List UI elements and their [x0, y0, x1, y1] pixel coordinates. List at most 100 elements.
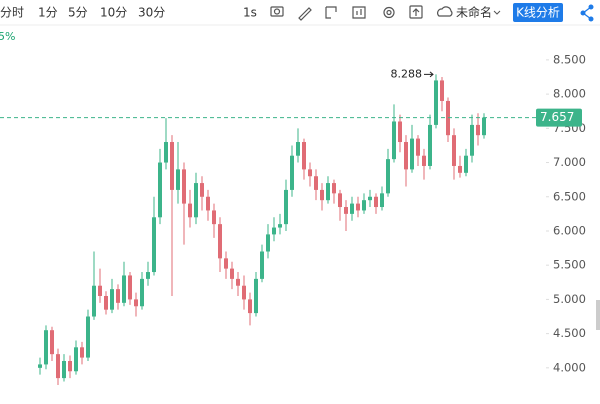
- candle-body: [470, 124, 474, 156]
- candle-body: [404, 142, 408, 170]
- candle-body: [284, 189, 288, 225]
- period-tab[interactable]: 5分: [68, 6, 88, 20]
- candle-body: [482, 117, 486, 136]
- candle-body: [74, 347, 78, 372]
- y-tick-label: 5.000: [553, 292, 586, 306]
- candle-body: [104, 295, 108, 310]
- y-tick-label: 6.000: [553, 223, 586, 237]
- y-tick-label: 7.000: [553, 155, 586, 169]
- layout-name[interactable]: 未命名: [456, 5, 492, 20]
- candle-body: [254, 278, 258, 314]
- candle-body: [464, 155, 468, 173]
- candle-body: [380, 193, 384, 208]
- candle-body: [98, 285, 102, 296]
- candle-body: [320, 189, 324, 201]
- last-price-box: [536, 108, 582, 127]
- y-tick-label: 5.500: [553, 258, 586, 272]
- candle-body: [92, 285, 96, 317]
- max-label: 8.288: [391, 67, 423, 80]
- candle-body: [314, 176, 318, 190]
- candle-body: [290, 155, 294, 190]
- candle-body: [374, 196, 378, 208]
- candle-body: [212, 210, 216, 225]
- candle-body: [134, 299, 138, 307]
- candle-body: [476, 124, 480, 136]
- candle-body: [368, 196, 372, 201]
- candle-body: [122, 275, 126, 303]
- y-tick-label: 4.500: [553, 326, 586, 340]
- candle-body: [242, 285, 246, 300]
- candle-body: [296, 142, 300, 156]
- analysis-button[interactable]: K线分析: [516, 6, 560, 20]
- y-tick-label: 6.500: [553, 189, 586, 203]
- candle-body: [170, 142, 174, 190]
- candle-body: [44, 330, 48, 365]
- candle-body: [416, 138, 420, 156]
- candle-body: [452, 135, 456, 166]
- candle-body: [398, 121, 402, 143]
- candle-body: [338, 193, 342, 208]
- candle-body: [218, 224, 222, 259]
- candle-body: [194, 183, 198, 218]
- candle-body: [362, 200, 366, 211]
- last-price-label: 7.657: [540, 110, 574, 124]
- candle-body: [230, 268, 234, 279]
- candle-body: [434, 80, 438, 125]
- period-tab[interactable]: 30分: [138, 6, 165, 20]
- candle-body: [176, 169, 180, 190]
- candle-body: [458, 165, 462, 173]
- candle-body: [182, 169, 186, 204]
- interval-button[interactable]: 1s: [243, 6, 257, 20]
- candle-body: [344, 207, 348, 214]
- max-arrow: [424, 71, 434, 78]
- candle-body: [236, 278, 240, 286]
- dropdown-icon[interactable]: [493, 10, 501, 15]
- candle-body: [146, 272, 150, 279]
- candle-body: [116, 289, 120, 303]
- period-tab[interactable]: 分时: [0, 6, 24, 20]
- candle-body: [80, 347, 84, 358]
- candle-body: [308, 169, 312, 177]
- candle-body: [56, 354, 60, 379]
- candle-body: [38, 364, 42, 368]
- candle-body: [128, 275, 132, 300]
- y-tick-label: 4.000: [553, 360, 586, 374]
- candle-body: [278, 224, 282, 228]
- candle-body: [188, 203, 192, 218]
- candle-body: [68, 360, 72, 372]
- subtitle: 5%: [0, 30, 15, 43]
- candle-body: [392, 121, 396, 160]
- candle-body: [428, 124, 432, 166]
- candle-body: [164, 142, 168, 163]
- toolbar: [0, 0, 600, 25]
- candle-body: [386, 159, 390, 194]
- scrollbar[interactable]: [596, 300, 600, 330]
- period-tab[interactable]: 1分: [38, 6, 58, 20]
- candle-body: [62, 360, 66, 379]
- y-tick-label: 8.500: [553, 52, 586, 66]
- y-tick-label: 8.000: [553, 87, 586, 101]
- candle-body: [86, 316, 90, 358]
- candle-body: [50, 330, 54, 355]
- candle-body: [440, 80, 444, 101]
- candle-body: [350, 203, 354, 214]
- candle-body: [410, 138, 414, 170]
- share-icon[interactable]: [580, 4, 594, 22]
- candle-body: [302, 142, 306, 170]
- candle-body: [326, 183, 330, 201]
- candle-body: [140, 278, 144, 307]
- analysis-button-bg[interactable]: [513, 3, 563, 22]
- candle-body: [152, 217, 156, 273]
- candle-body: [422, 155, 426, 166]
- candle-body: [266, 234, 270, 252]
- candle-body: [248, 299, 252, 314]
- candle-body: [200, 183, 204, 197]
- candle-body: [356, 203, 360, 211]
- period-tab[interactable]: 10分: [100, 6, 127, 20]
- toolbar-icons[interactable]: [270, 5, 453, 21]
- candle-body: [110, 289, 114, 310]
- candle-body: [332, 183, 336, 194]
- candle-body: [224, 258, 228, 269]
